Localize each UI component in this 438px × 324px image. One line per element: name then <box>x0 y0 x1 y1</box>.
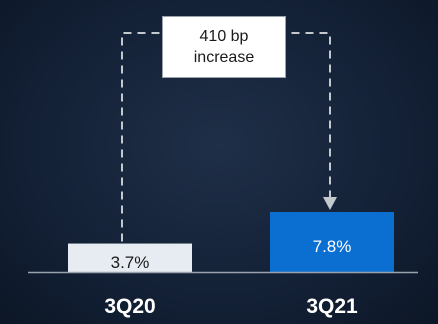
increase-callout: 410 bp increase <box>162 16 286 78</box>
category-label-3q21: 3Q21 <box>306 295 358 318</box>
value-label-3q20: 3.7% <box>111 253 150 272</box>
connector-arrow-head <box>323 197 337 210</box>
bar-3q21 <box>270 212 394 272</box>
bar-3q20 <box>68 243 192 272</box>
category-label-3q20: 3Q20 <box>104 295 155 318</box>
value-label-3q21: 7.8% <box>313 237 352 256</box>
